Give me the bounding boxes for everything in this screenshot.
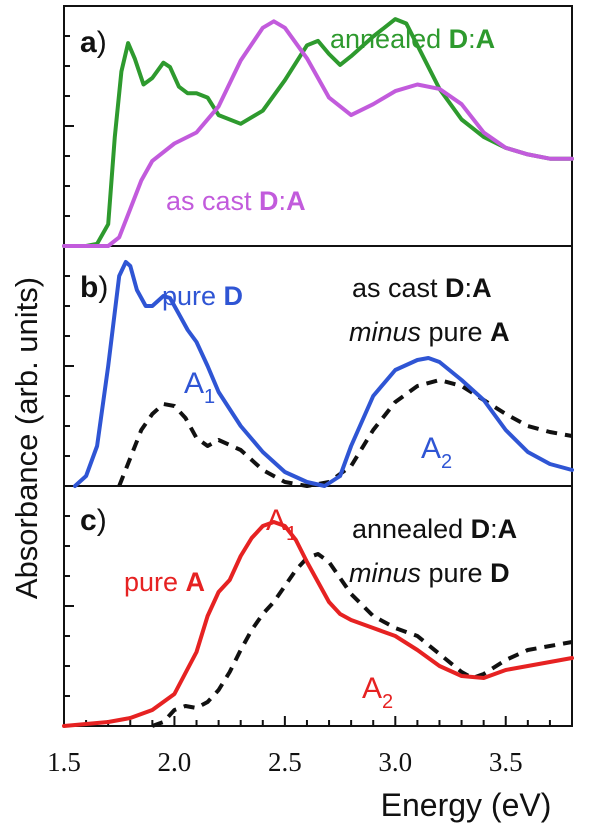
panel-c-diff-line2: minus pure D: [349, 558, 510, 588]
panel-b-a1-label: A1: [184, 367, 215, 408]
panel-a-annealed-label: annealed D:A: [330, 24, 495, 54]
panel-a-letter: a: [80, 26, 97, 59]
panel-c-pure-d: D: [490, 558, 510, 588]
panel-c-diff-a: A: [498, 514, 518, 544]
panel-c-series-difference: [151, 552, 573, 728]
panel-c-a2-sub: 2: [382, 691, 393, 713]
x-axis-title: Energy (eV): [381, 787, 552, 823]
panel-c-letter: c: [80, 504, 97, 537]
panel-a-annealed-word: annealed: [330, 24, 449, 54]
panel-b-series-pure-d: [73, 260, 574, 488]
panel-b-minus: minus: [349, 317, 421, 347]
panel-c-diff-word: annealed: [352, 514, 471, 544]
panel-c-a1-sub: 1: [286, 523, 297, 545]
x-tick-label: 3.5: [489, 747, 523, 777]
panel-b-diff-d: D: [445, 273, 465, 303]
panel-c-pure-label: pure A: [124, 567, 205, 597]
panel-c-plot: [62, 520, 574, 728]
panel-a-ascast-a: A: [286, 186, 306, 216]
panel-c-a1-main: A: [266, 504, 286, 537]
panel-b-a2-label: A2: [421, 432, 452, 473]
panel-b-diff-word: as cast: [352, 273, 445, 303]
y-axis-title: Absorbance (arb. units): [9, 277, 44, 599]
panel-c-a1-label: A1: [266, 504, 297, 545]
panel-b-a1-main: A: [184, 367, 204, 400]
panel-b-pure-word: pure: [162, 281, 224, 311]
panel-b-paren: ): [98, 271, 108, 304]
panel-c-pure-a: A: [186, 567, 206, 597]
panel-b-diff-line2: minus pure A: [349, 317, 510, 347]
panel-c-pure-word2: pure: [421, 558, 490, 588]
panel-a-ascast-d: D: [259, 186, 279, 216]
x-tick-label: 3.0: [378, 747, 412, 777]
panel-b-diff-line1: as cast D:A: [352, 273, 492, 303]
panel-c-a2-main: A: [362, 672, 382, 705]
panel-c-diff-line1: annealed D:A: [352, 514, 517, 544]
panel-a-label: a): [80, 26, 107, 59]
panel-b-a2-main: A: [421, 432, 441, 465]
panel-a-annealed-a: A: [476, 24, 496, 54]
panel-b-pure-a: A: [490, 317, 510, 347]
panel-a-plot: [62, 17, 574, 248]
panel-a-series-annealed: [62, 17, 574, 248]
panel-b-diff-a: A: [472, 273, 492, 303]
panel-a-ascast-colon: :: [279, 186, 287, 216]
panel-b-letter: b: [80, 271, 98, 304]
panel-a-annealed-colon: :: [468, 24, 476, 54]
panel-b-frame: [63, 245, 573, 487]
panel-c-series-pure-a: [62, 520, 574, 728]
panel-c-label: c): [80, 504, 107, 537]
panel-b-diff-colon: :: [465, 273, 473, 303]
panel-b-pure-label: pure D: [162, 281, 243, 311]
x-tick-labels: 1.5 2.0 2.5 3.0 3.5: [47, 747, 522, 777]
panel-c-diff-colon: :: [490, 514, 498, 544]
x-tick-label: 1.5: [47, 747, 81, 777]
panel-b-a1-sub: 1: [204, 386, 215, 408]
panel-c-minus: minus: [349, 558, 421, 588]
panel-a-annealed-d: D: [449, 24, 469, 54]
panel-c-paren: ): [97, 504, 107, 537]
panel-c-a2-label: A2: [362, 672, 393, 713]
panel-b-pure-d: D: [224, 281, 244, 311]
panel-c-pure-word: pure: [124, 567, 186, 597]
x-tick-label: 2.0: [158, 747, 192, 777]
panel-a-paren: ): [97, 26, 107, 59]
panel-b-a2-sub: 2: [441, 451, 452, 473]
x-tick-label: 2.5: [268, 747, 302, 777]
panel-b-label: b): [80, 271, 108, 304]
panel-a-series-as-cast: [62, 19, 574, 248]
panel-b-plot: [73, 260, 574, 488]
panel-a-ascast-word: as cast: [166, 186, 259, 216]
panel-c-diff-d: D: [471, 514, 491, 544]
panel-b-pure-word2: pure: [421, 317, 490, 347]
panel-a-ascast-label: as cast D:A: [166, 186, 306, 216]
